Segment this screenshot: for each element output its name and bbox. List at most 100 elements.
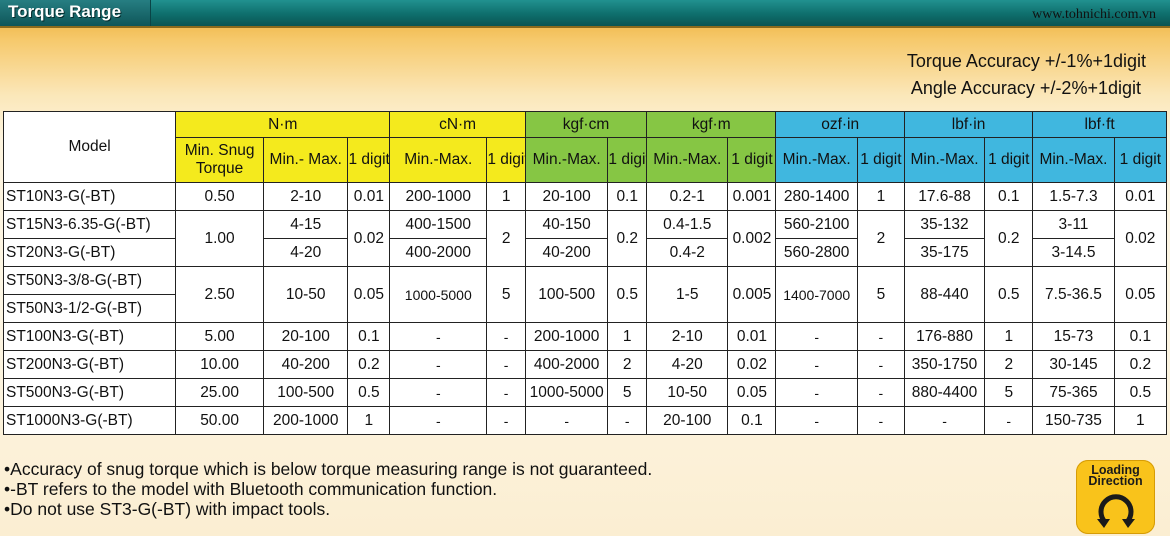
- cnm-range-cell: -: [389, 378, 488, 407]
- kgfm-range-cell: 4-20: [646, 350, 729, 379]
- cnm-range-cell: -: [389, 322, 488, 351]
- lbfft-range-cell: 3-14.5: [1032, 238, 1115, 267]
- ozfin-range-cell: 1400-7000: [775, 266, 858, 323]
- table-row: ST10N3-G(-BT) 0.50 2-10 0.01 200-1000 1 …: [2, 182, 1168, 211]
- digit-header: 1 digit: [727, 137, 777, 183]
- kgfm-digit-cell: 0.001: [727, 182, 777, 211]
- kgfcm-digit-cell: 5: [607, 378, 648, 407]
- ozfin-digit-cell: -: [856, 378, 905, 407]
- min-max-header: Min.- Max.: [262, 137, 349, 183]
- model-cell: ST1000N3-G(-BT): [2, 406, 177, 435]
- table-row: ST100N3-G(-BT) 5.00 20-100 0.1 - - 200-1…: [2, 322, 1168, 351]
- unit-header-kgfm: kgf·m: [646, 111, 777, 138]
- kgfcm-range-cell: 20-100: [524, 182, 609, 211]
- unit-header-kgfcm: kgf·cm: [524, 111, 648, 138]
- lbfin-range-cell: -: [903, 406, 986, 435]
- lbfft-digit-cell: 0.5: [1113, 378, 1168, 407]
- lbfft-digit-cell: 0.01: [1113, 182, 1168, 211]
- unit-header-lbfin: lbf·in: [903, 111, 1034, 138]
- min-max-header: Min.-Max.: [1032, 137, 1115, 183]
- lbfft-range-cell: 15-73: [1032, 322, 1115, 351]
- nm-range-cell: 100-500: [262, 378, 349, 407]
- lbfft-digit-cell: 0.1: [1113, 322, 1168, 351]
- ozfin-digit-cell: 5: [856, 266, 905, 323]
- table-row: ST20N3-G(-BT) 4-20 400-2000 40-200 0.4-2…: [2, 238, 1167, 267]
- ozfin-range-cell: -: [775, 350, 858, 379]
- column-header-row: Min. Snug Torque Min.- Max. 1 digit Min.…: [4, 137, 1168, 183]
- nm-range-cell: 4-15: [262, 210, 349, 239]
- kgfcm-range-cell: 400-2000: [524, 350, 609, 379]
- nm-digit-cell: 0.02: [347, 210, 391, 267]
- unit-group-header-row: Model N·m cN·m kgf·cm kgf·m ozf·in lbf·i…: [2, 111, 1167, 183]
- lbfin-range-cell: 35-132: [903, 210, 986, 239]
- rotation-arrow-icon: [1097, 494, 1135, 528]
- lbfin-range-cell: 88-440: [903, 266, 986, 323]
- lbfft-digit-cell: 1: [1113, 406, 1168, 435]
- lbfin-range-cell: 350-1750: [903, 350, 986, 379]
- digit-header: 1 digit: [984, 137, 1034, 183]
- section-title: Torque Range: [8, 2, 122, 21]
- footnote-item: Do not use ST3-G(-BT) with impact tools.: [4, 499, 652, 519]
- lbfft-range-cell: 7.5-36.5: [1032, 266, 1115, 323]
- kgfm-digit-cell: 0.002: [727, 210, 777, 267]
- cnm-digit-cell: -: [486, 322, 526, 351]
- lbfin-range-cell: 880-4400: [903, 378, 986, 407]
- accuracy-specs: Torque Accuracy +/-1%+1digit Angle Accur…: [907, 48, 1146, 102]
- unit-header-cnm: cN·m: [389, 111, 526, 138]
- min-max-header: Min.-Max.: [903, 137, 986, 183]
- kgfm-digit-cell: 0.05: [727, 378, 777, 407]
- digit-header: 1 digit: [347, 137, 391, 183]
- kgfm-range-cell: 0.2-1: [646, 182, 729, 211]
- kgfm-range-cell: 10-50: [646, 378, 729, 407]
- nm-range-cell: 200-1000: [262, 406, 349, 435]
- table-row: ST500N3-G(-BT) 25.00 100-500 0.5 - - 100…: [2, 378, 1168, 407]
- lbfft-range-cell: 3-11: [1032, 210, 1115, 239]
- nm-digit-cell: 0.1: [347, 322, 391, 351]
- model-cell: ST200N3-G(-BT): [2, 350, 177, 379]
- kgfcm-range-cell: 40-150: [524, 210, 609, 239]
- snug-torque-cell: 10.00: [175, 350, 264, 379]
- ozfin-range-cell: 560-2100: [775, 210, 858, 239]
- cnm-digit-cell: 1: [486, 182, 526, 211]
- nm-digit-cell: 1: [347, 406, 391, 435]
- table-row: ST1000N3-G(-BT) 50.00 200-1000 1 - - - -…: [2, 406, 1168, 435]
- snug-torque-cell: 0.50: [175, 182, 264, 211]
- model-cell: ST20N3-G(-BT): [2, 238, 177, 267]
- table-row: ST200N3-G(-BT) 10.00 40-200 0.2 - - 400-…: [2, 350, 1168, 379]
- lbfin-digit-cell: 5: [984, 378, 1034, 407]
- model-cell: ST15N3-6.35-G(-BT): [2, 210, 177, 239]
- model-cell: ST500N3-G(-BT): [2, 378, 177, 407]
- nm-digit-cell: 0.5: [347, 378, 391, 407]
- cnm-range-cell: 200-1000: [389, 182, 488, 211]
- model-cell: ST10N3-G(-BT): [2, 182, 177, 211]
- min-max-header: Min.-Max.: [646, 137, 729, 183]
- cnm-range-cell: 400-2000: [389, 238, 488, 267]
- ozfin-range-cell: -: [775, 406, 858, 435]
- footnotes: Accuracy of snug torque which is below t…: [4, 459, 652, 519]
- ozfin-range-cell: 560-2800: [775, 238, 858, 267]
- kgfm-digit-cell: 0.005: [727, 266, 777, 323]
- nm-range-cell: 2-10: [262, 182, 349, 211]
- lbfft-digit-cell: 0.05: [1113, 266, 1168, 323]
- loading-direction-badge: Loading Direction: [1076, 460, 1155, 534]
- lbfft-range-cell: 1.5-7.3: [1032, 182, 1115, 211]
- ozfin-range-cell: -: [775, 378, 858, 407]
- kgfcm-range-cell: 100-500: [524, 266, 609, 323]
- nm-digit-cell: 0.2: [347, 350, 391, 379]
- lbfin-digit-cell: -: [984, 406, 1034, 435]
- cnm-digit-cell: -: [486, 378, 526, 407]
- kgfm-range-cell: 0.4-1.5: [646, 210, 729, 239]
- cnm-range-cell: 1000-5000: [389, 266, 488, 323]
- snug-torque-cell: 1.00: [175, 210, 264, 267]
- unit-header-lbfft: lbf·ft: [1032, 111, 1167, 138]
- ozfin-range-cell: -: [775, 322, 858, 351]
- table-row: ST15N3-6.35-G(-BT) 1.00 4-15 0.02 400-15…: [2, 210, 1168, 267]
- min-max-header: Min.-Max.: [775, 137, 858, 183]
- ozfin-digit-cell: -: [856, 322, 905, 351]
- loading-direction-label: Loading Direction: [1088, 463, 1143, 488]
- model-cell: ST50N3-3/8-G(-BT): [2, 266, 177, 295]
- lbfin-range-cell: 17.6-88: [903, 182, 986, 211]
- kgfcm-digit-cell: 2: [607, 350, 648, 379]
- section-title-bar: Torque Range www.tohnichi.com.vn: [0, 0, 1170, 28]
- lbfin-digit-cell: 1: [984, 322, 1034, 351]
